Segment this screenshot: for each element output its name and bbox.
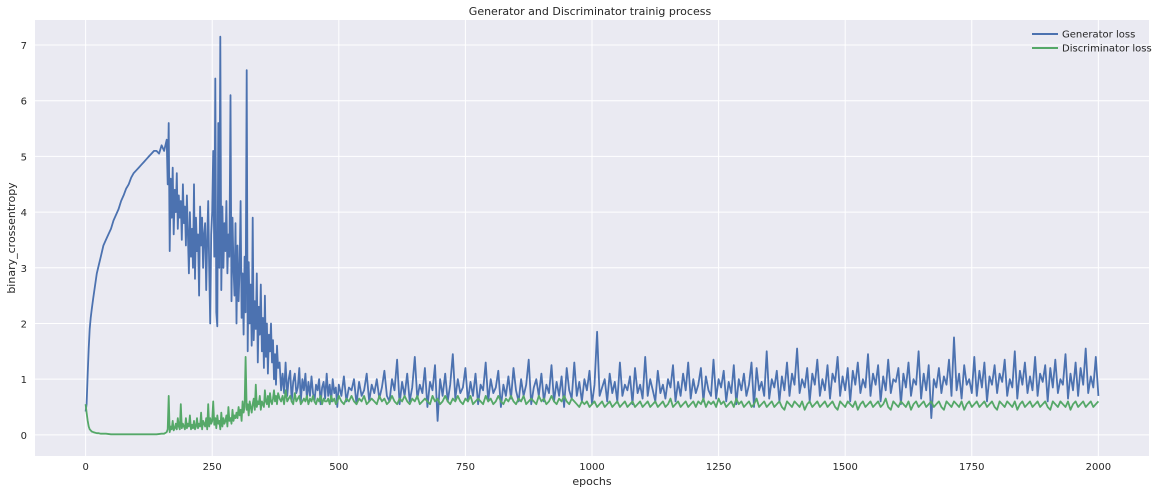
chart-title: Generator and Discriminator trainig proc… [469, 5, 712, 18]
x-tick-label: 1750 [959, 462, 984, 473]
x-tick-label: 1500 [832, 462, 857, 473]
y-tick-label: 6 [21, 97, 27, 108]
x-tick-label: 2000 [1086, 462, 1111, 473]
y-tick-label: 7 [21, 41, 27, 52]
y-tick-label: 3 [21, 264, 27, 275]
x-tick-label: 250 [203, 462, 222, 473]
y-tick-label: 0 [21, 431, 27, 442]
y-tick-label: 4 [21, 208, 27, 219]
y-axis-ticks: 0 1 2 3 4 5 6 7 [21, 41, 27, 442]
x-tick-label: 1000 [579, 462, 604, 473]
y-tick-label: 1 [21, 375, 27, 386]
legend-label: Generator loss [1062, 30, 1135, 41]
x-tick-label: 500 [329, 462, 348, 473]
x-axis-ticks: 0 250 500 750 1000 1250 1500 1750 2000 [82, 462, 1111, 473]
y-tick-label: 2 [21, 319, 27, 330]
y-axis-label: binary_crossentropy [5, 182, 18, 294]
x-tick-label: 1250 [706, 462, 731, 473]
x-tick-label: 0 [82, 462, 88, 473]
x-axis-label: epochs [572, 475, 611, 488]
x-tick-label: 750 [456, 462, 475, 473]
y-tick-label: 5 [21, 152, 27, 163]
legend-label: Discriminator loss [1062, 44, 1152, 55]
